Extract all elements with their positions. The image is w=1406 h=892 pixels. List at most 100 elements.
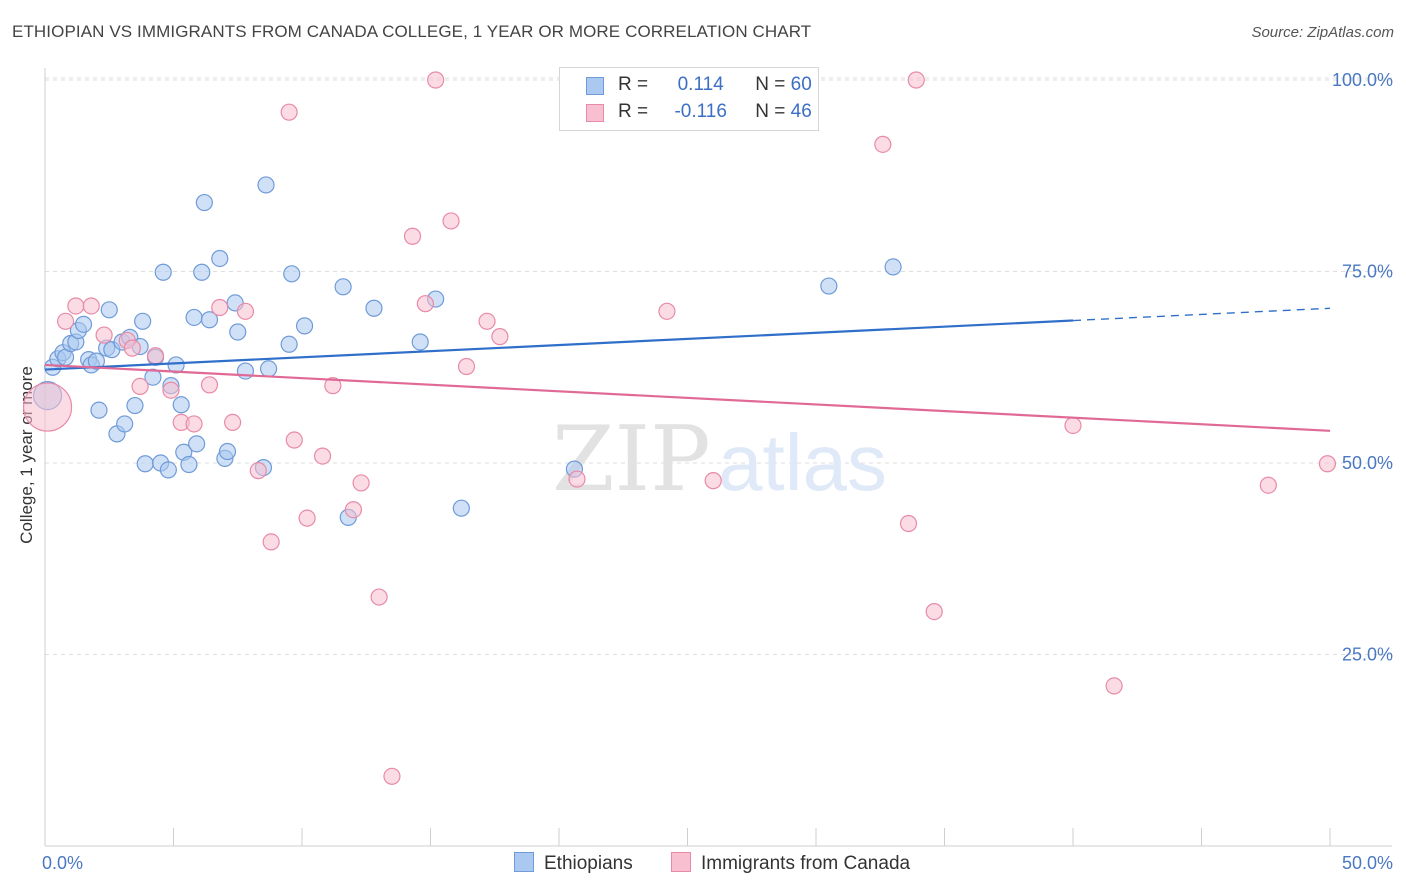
ethiopians-point [195, 193, 213, 212]
ethiopians-point [172, 396, 190, 414]
canada-point [403, 227, 422, 245]
canada-point [185, 415, 203, 433]
canada-point [491, 328, 509, 346]
ethiopians-point [200, 311, 219, 329]
canada-point [313, 447, 332, 465]
ethiopians-point [134, 312, 152, 330]
canada-point [457, 357, 476, 376]
legend-n-value: 60 [790, 74, 812, 95]
ethiopians-point [193, 263, 211, 281]
x-tick-label: 0.0% [42, 853, 83, 873]
canada-point [211, 298, 229, 317]
canada-point [427, 71, 445, 89]
canada-point [123, 339, 141, 357]
canada-point [416, 295, 434, 313]
ethiopians-point [87, 352, 106, 370]
canada-point [224, 413, 242, 432]
canada-point [1259, 476, 1277, 494]
ethiopians-point [411, 333, 429, 351]
canada-point [1105, 677, 1123, 695]
legend-r-label: R = [618, 74, 649, 95]
canada-point [568, 470, 586, 488]
canada-point [249, 462, 267, 480]
ethiopians-trend-line [44, 319, 1074, 371]
ethiopians-point [211, 249, 229, 268]
legend-swatch-canada [586, 104, 604, 122]
ethiopians-point [236, 362, 255, 380]
canada-point [22, 382, 73, 432]
bottom-legend-swatch-canada [671, 852, 691, 872]
ethiopians-point [90, 401, 108, 419]
canada-point [658, 302, 676, 320]
bottom-legend-canada: Immigrants from Canada [671, 852, 910, 875]
ethiopians-point [280, 335, 298, 353]
ethiopians-point [100, 301, 118, 319]
ethiopians-point [365, 299, 383, 317]
x-tick-label: 50.0% [1342, 853, 1393, 873]
canada-trend-line [44, 363, 1331, 432]
ethiopians-point [257, 176, 275, 194]
ethiopians-point [884, 258, 902, 276]
bottom-legend-ethiopians: Ethiopians [514, 852, 633, 875]
bottom-legend-swatch-ethiopians [514, 852, 534, 872]
canada-point [324, 377, 342, 395]
canada-point [370, 588, 388, 606]
legend-n-label: N = [755, 74, 786, 95]
data-points [22, 71, 1337, 785]
ethiopians-point [154, 263, 172, 281]
chart-title: ETHIOPIAN VS IMMIGRANTS FROM CANADA COLL… [12, 22, 812, 41]
canada-point [131, 377, 149, 395]
ethiopians-point [334, 278, 352, 296]
canada-point [1318, 455, 1337, 473]
canada-point [442, 212, 460, 230]
ethiopians-point [188, 435, 206, 453]
ethiopians-point [820, 277, 838, 295]
bottom-legend-label: Ethiopians [544, 853, 633, 874]
y-tick-label: 50.0% [1342, 453, 1393, 473]
canada-point [95, 326, 113, 344]
canada-point [352, 474, 370, 492]
canada-point [298, 509, 316, 527]
stats-legend: R = 0.114 N = 60 R = -0.116 N = 46 [559, 67, 819, 131]
legend-r-value: -0.116 [674, 101, 727, 122]
watermark-atlas: atlas [718, 418, 887, 507]
watermark-zip: ZIP [552, 407, 711, 512]
ethiopians-point [136, 455, 154, 473]
canada-point [1064, 416, 1082, 435]
canada-point [200, 376, 219, 394]
ethiopians-point [126, 396, 144, 415]
axes [44, 68, 1392, 847]
ethiopians-point [185, 308, 203, 327]
canada-point [874, 135, 892, 153]
tick-labels: 25.0% 50.0% 75.0% 100.0% 0.0% 50.0% [42, 70, 1393, 873]
canada-point [162, 381, 180, 399]
ethiopians-point [218, 442, 237, 461]
canada-point [262, 533, 280, 551]
trend-lines [44, 307, 1331, 432]
canada-point [925, 603, 943, 621]
legend-r-value: 0.114 [677, 74, 724, 95]
y-tick-label: 100.0% [1332, 70, 1393, 90]
legend-n-value: 46 [790, 101, 812, 122]
y-tick-label: 25.0% [1342, 645, 1393, 665]
canada-point [280, 103, 298, 121]
ethiopians-point [167, 356, 185, 374]
ethiopians-point [283, 265, 301, 283]
ethiopians-point [116, 415, 134, 433]
legend-n-label: N = [755, 101, 786, 122]
canada-point [67, 297, 85, 315]
canada-point [383, 767, 401, 785]
canada-point [146, 347, 165, 365]
canada-point [82, 297, 100, 315]
canada-point [236, 302, 255, 320]
ethiopians-point [229, 323, 247, 341]
ethiopians-trend-extension [1072, 307, 1331, 322]
bottom-legend-label: Immigrants from Canada [701, 853, 911, 874]
ethiopians-point [144, 368, 162, 386]
canada-point [344, 501, 362, 519]
legend-swatch-ethiopians [586, 77, 604, 95]
canada-point [704, 472, 722, 490]
canada-point [907, 71, 925, 89]
ethiopians-point [452, 499, 470, 517]
